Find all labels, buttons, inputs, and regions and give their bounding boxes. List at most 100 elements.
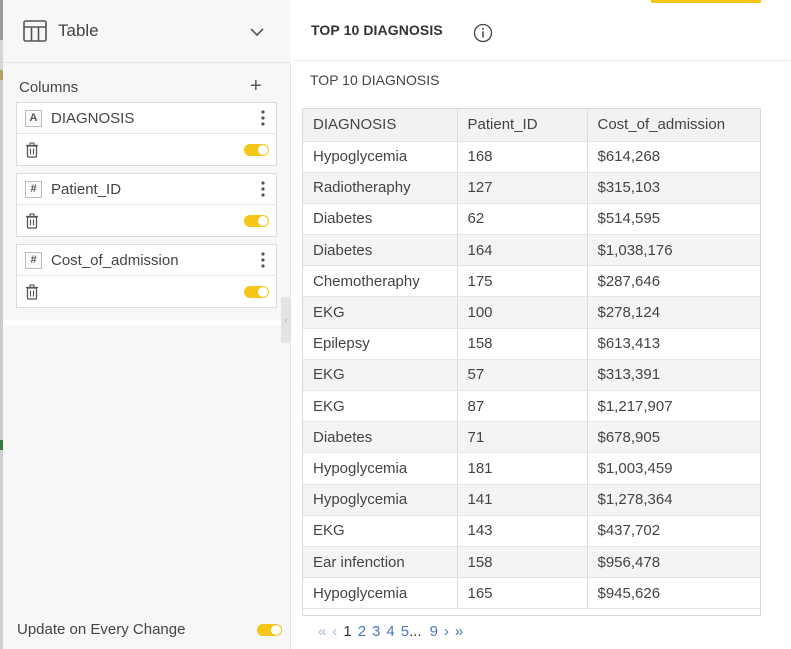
diagnosis-cell: Diabetes xyxy=(303,421,458,454)
cost-cell: $1,217,907 xyxy=(587,390,760,423)
left-edge-strip xyxy=(0,0,3,649)
cost-cell: $1,003,459 xyxy=(587,452,760,485)
patient-id-cell: 165 xyxy=(457,577,588,610)
kebab-menu-icon[interactable] xyxy=(260,251,266,269)
diagnosis-cell: Radiotheraphy xyxy=(303,172,458,204)
report-header: TOP 10 DIAGNOSIS xyxy=(292,3,791,61)
table-row: Hypoglycemia 141 $1,278,364 xyxy=(303,484,760,516)
kebab-menu-icon[interactable] xyxy=(260,180,266,198)
widget-title: Table xyxy=(58,21,99,40)
column-header-cost-of-admission[interactable]: Cost_of_admission xyxy=(587,109,760,142)
cost-cell: $956,478 xyxy=(587,546,760,579)
cost-cell: $678,905 xyxy=(587,421,760,454)
first-page-button[interactable]: « xyxy=(318,623,327,640)
cost-cell: $514,595 xyxy=(587,203,760,236)
cost-cell: $278,124 xyxy=(587,296,760,329)
column-header-patient-id[interactable]: Patient_ID xyxy=(457,109,588,142)
table-row: Diabetes 62 $514,595 xyxy=(303,203,760,236)
diagnosis-cell: EKG xyxy=(303,390,458,423)
page-3-button[interactable]: 3 xyxy=(372,623,381,640)
page-4-button[interactable]: 4 xyxy=(386,623,395,640)
trash-icon[interactable] xyxy=(25,213,39,229)
add-column-button[interactable]: + xyxy=(250,75,262,97)
trash-icon[interactable] xyxy=(25,284,39,300)
column-card-patient-id: # Patient_ID xyxy=(16,173,277,237)
patient-id-cell: 168 xyxy=(457,141,588,173)
report-title: TOP 10 DIAGNOSIS xyxy=(311,22,443,38)
column-name: Cost_of_admission xyxy=(51,251,179,269)
diagnosis-cell: Hypoglycemia xyxy=(303,141,458,173)
table-row: Ear infenction 158 $956,478 xyxy=(303,546,760,579)
diagnosis-cell: Hypoglycemia xyxy=(303,452,458,485)
table-row: Radiotheraphy 127 $315,103 xyxy=(303,172,760,204)
page-2-button[interactable]: 2 xyxy=(357,623,367,640)
column-visibility-toggle[interactable] xyxy=(244,144,269,156)
diagnosis-cell: Epilepsy xyxy=(303,328,458,360)
prev-page-button[interactable]: ‹ xyxy=(332,623,338,640)
text-type-icon: A xyxy=(25,109,42,127)
next-page-button[interactable]: › xyxy=(443,623,449,640)
cost-cell: $315,103 xyxy=(587,172,760,204)
patient-id-cell: 158 xyxy=(457,546,588,579)
diagnosis-cell: Ear infenction xyxy=(303,546,458,579)
diagnosis-cell: Chemotheraphy xyxy=(303,265,458,298)
patient-id-cell: 100 xyxy=(457,296,588,329)
table-row: Chemotheraphy 175 $287,646 xyxy=(303,265,760,298)
update-on-change-toggle[interactable] xyxy=(257,624,282,636)
patient-id-cell: 127 xyxy=(457,172,588,204)
patient-id-cell: 181 xyxy=(457,452,588,485)
cost-cell: $437,702 xyxy=(587,515,760,547)
left-config-panel: Table Columns + A DIAGNOSIS # xyxy=(0,0,291,649)
diagnosis-cell: EKG xyxy=(303,515,458,547)
patient-id-cell: 143 xyxy=(457,515,588,547)
column-header-diagnosis[interactable]: DIAGNOSIS xyxy=(303,109,458,142)
number-type-icon: # xyxy=(25,251,42,269)
panel-divider xyxy=(3,320,291,325)
pagination-ellipsis: ... xyxy=(409,623,422,640)
patient-id-cell: 141 xyxy=(457,484,588,516)
info-icon[interactable] xyxy=(473,23,493,43)
patient-id-cell: 164 xyxy=(457,234,588,267)
table-row: Hypoglycemia 168 $614,268 xyxy=(303,141,760,173)
kebab-menu-icon[interactable] xyxy=(260,109,266,127)
data-table: DIAGNOSIS Patient_ID Cost_of_admission H… xyxy=(302,108,761,616)
collapse-panel-handle[interactable]: ‹ xyxy=(281,297,291,343)
cost-cell: $287,646 xyxy=(587,265,760,298)
number-type-icon: # xyxy=(25,180,42,198)
patient-id-cell: 71 xyxy=(457,421,588,454)
cost-cell: $1,278,364 xyxy=(587,484,760,516)
column-name: Patient_ID xyxy=(51,180,122,198)
column-visibility-toggle[interactable] xyxy=(244,215,269,227)
table-row: Hypoglycemia 165 $945,626 xyxy=(303,577,760,610)
cost-cell: $614,268 xyxy=(587,141,760,173)
table-caption: TOP 10 DIAGNOSIS xyxy=(310,72,440,88)
last-page-number-button[interactable]: 9 xyxy=(429,623,438,640)
diagnosis-cell: EKG xyxy=(303,296,458,329)
cost-cell: $613,413 xyxy=(587,328,760,360)
table-row: EKG 87 $1,217,907 xyxy=(303,390,760,423)
patient-id-cell: 87 xyxy=(457,390,588,423)
table-row: EKG 100 $278,124 xyxy=(303,296,760,329)
diagnosis-cell: EKG xyxy=(303,359,458,392)
page-5-button[interactable]: 5 xyxy=(400,623,410,640)
diagnosis-cell: Diabetes xyxy=(303,203,458,236)
patient-id-cell: 57 xyxy=(457,359,588,392)
update-on-change-label: Update on Every Change xyxy=(17,621,186,638)
table-row: Diabetes 164 $1,038,176 xyxy=(303,234,760,267)
cost-cell: $1,038,176 xyxy=(587,234,760,267)
chevron-down-icon[interactable] xyxy=(249,24,265,40)
cost-cell: $945,626 xyxy=(587,577,760,610)
table-row: Diabetes 71 $678,905 xyxy=(303,421,760,454)
trash-icon[interactable] xyxy=(25,142,39,158)
patient-id-cell: 175 xyxy=(457,265,588,298)
columns-label: Columns xyxy=(19,79,79,96)
table-row: EKG 143 $437,702 xyxy=(303,515,760,547)
table-header-row: DIAGNOSIS Patient_ID Cost_of_admission xyxy=(303,109,760,142)
last-page-button[interactable]: » xyxy=(454,623,464,640)
pagination: « ‹ 1 2 3 4 5 ... 9 › » xyxy=(318,623,469,640)
column-visibility-toggle[interactable] xyxy=(244,286,269,298)
column-card-cost-of-admission: # Cost_of_admission xyxy=(16,244,277,308)
patient-id-cell: 62 xyxy=(457,203,588,236)
widget-type-selector[interactable]: Table xyxy=(3,0,291,63)
page-1-button[interactable]: 1 xyxy=(343,623,352,640)
